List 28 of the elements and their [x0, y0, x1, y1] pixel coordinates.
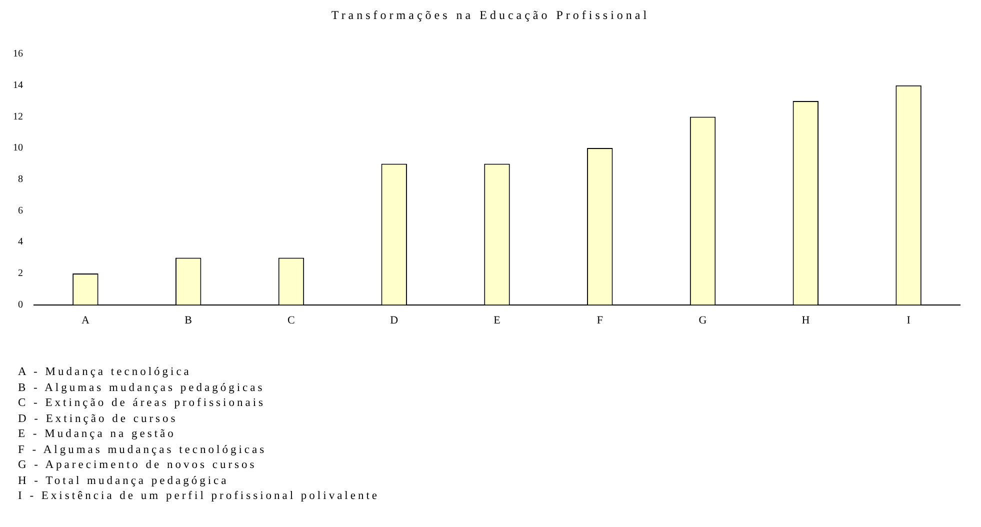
x-tick-label: D	[390, 314, 398, 326]
y-tick-label: 10	[13, 142, 23, 154]
text: E - Mudança na gestão	[18, 427, 177, 442]
y-tick-label: 0	[18, 299, 23, 310]
x-tick-label: I	[906, 314, 911, 326]
x-tick-label: B	[184, 314, 192, 326]
text: A - Mudança tecnológica	[18, 365, 192, 380]
x-tick-label: E	[494, 314, 501, 326]
y-tick-label: 12	[13, 111, 23, 122]
chart-title: Transformações na Educação Profissional	[330, 8, 651, 23]
x-tick-label: C	[288, 314, 295, 326]
text: I - Existência de um perfil profissional polivalente	[18, 489, 380, 504]
y-tick-label: 4	[18, 236, 23, 248]
y-tick-label: 16	[13, 48, 23, 60]
y-tick-label: 2	[18, 268, 23, 280]
x-tick-label: F	[596, 314, 603, 326]
text: F - Algumas mudanças tecnológicas	[18, 442, 268, 458]
x-tick-label: G	[698, 314, 707, 326]
y-tick-label: 14	[13, 80, 23, 91]
y-tick-label: 6	[18, 205, 23, 216]
text: H - Total mudança pedagógica	[18, 474, 230, 488]
x-tick-label: A	[81, 314, 90, 326]
x-tick-label: H	[802, 314, 810, 326]
y-tick-label: 8	[18, 174, 23, 186]
text: G - Aparecimento de novos cursos	[18, 458, 258, 473]
text: D - Extinção de cursos	[18, 412, 179, 426]
text: B - Algumas mudanças pedagógicas	[18, 380, 266, 396]
text: C - Extinção de áreas profissionais	[18, 396, 266, 411]
